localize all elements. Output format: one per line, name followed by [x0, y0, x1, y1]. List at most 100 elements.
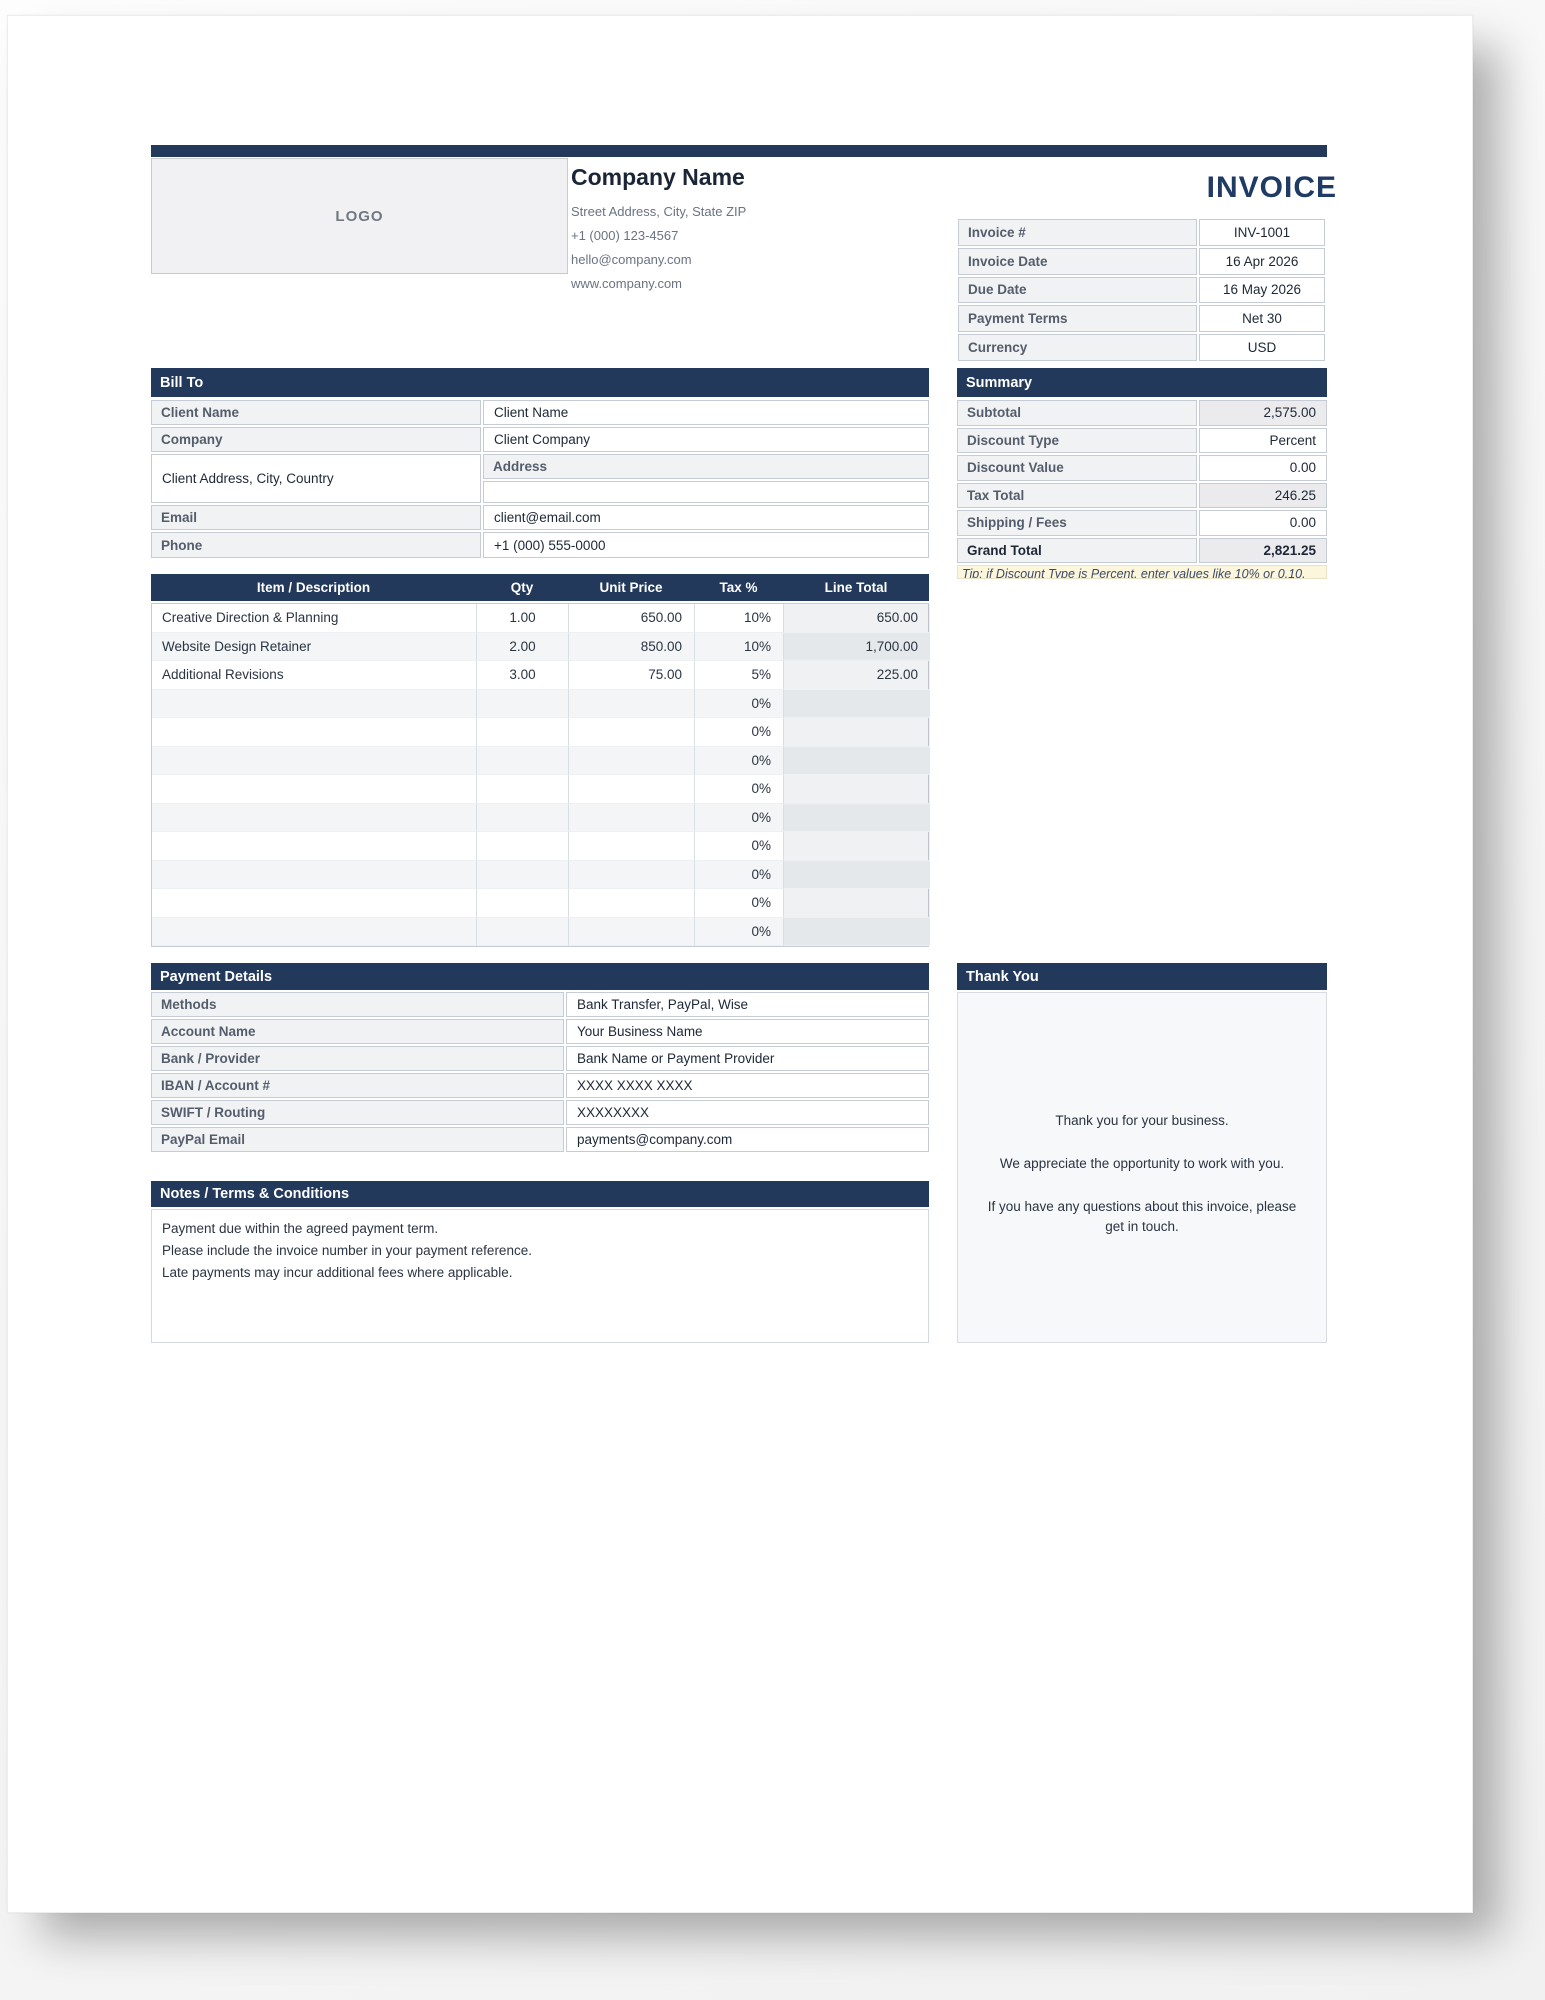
item-qty-cell[interactable] — [477, 746, 569, 775]
item-tax-cell[interactable]: 0% — [695, 860, 784, 889]
item-unit-price-cell[interactable] — [569, 775, 695, 804]
bill-to-client-name-value[interactable]: Client Name — [483, 400, 929, 425]
logo-text: LOGO — [335, 207, 384, 225]
item-description-cell[interactable] — [152, 803, 477, 832]
summary-label: Grand Total — [957, 537, 1197, 563]
item-line-total-cell: 1,700.00 — [784, 632, 930, 661]
payment-value[interactable]: payments@company.com — [566, 1127, 929, 1152]
notes-line: Late payments may incur additional fees … — [162, 1265, 513, 1280]
item-line-total-cell: 225.00 — [784, 661, 930, 690]
meta-value[interactable]: 16 Apr 2026 — [1199, 247, 1325, 275]
item-tax-cell[interactable]: 0% — [695, 689, 784, 718]
bill-to-address-value[interactable]: Client Address, City, Country — [151, 454, 481, 503]
item-description-cell[interactable] — [152, 917, 477, 946]
thank-you-title: Thank You — [966, 968, 1039, 985]
payment-label: Methods — [151, 992, 564, 1017]
meta-label: Invoice # — [958, 219, 1197, 246]
item-tax-cell[interactable]: 0% — [695, 775, 784, 804]
notes-line: Payment due within the agreed payment te… — [162, 1221, 439, 1236]
items-row: 0% — [152, 718, 930, 747]
summary-value[interactable]: Percent — [1199, 427, 1327, 453]
item-unit-price-cell[interactable] — [569, 832, 695, 861]
item-description-cell[interactable] — [152, 689, 477, 718]
item-description-cell[interactable] — [152, 718, 477, 747]
item-line-total-cell — [784, 746, 930, 775]
item-unit-price-cell[interactable] — [569, 860, 695, 889]
item-tax-cell[interactable]: 0% — [695, 718, 784, 747]
meta-value[interactable]: INV-1001 — [1199, 219, 1325, 246]
bill-to-email-value[interactable]: client@email.com — [483, 505, 929, 530]
item-unit-price-cell[interactable] — [569, 889, 695, 918]
item-unit-price-cell[interactable]: 850.00 — [569, 632, 695, 661]
item-unit-price-cell[interactable] — [569, 803, 695, 832]
item-tax-cell[interactable]: 0% — [695, 917, 784, 946]
item-qty-cell[interactable] — [477, 775, 569, 804]
item-description-cell[interactable] — [152, 746, 477, 775]
company-website: www.company.com — [571, 276, 683, 291]
item-qty-cell[interactable] — [477, 832, 569, 861]
payment-value[interactable]: Bank Transfer, PayPal, Wise — [566, 992, 929, 1017]
payment-value[interactable]: XXXXXXXX — [566, 1100, 929, 1125]
summary-value[interactable]: 0.00 — [1199, 455, 1327, 481]
item-qty-cell[interactable] — [477, 803, 569, 832]
payment-value[interactable]: XXXX XXXX XXXX — [566, 1073, 929, 1098]
summary-value[interactable]: 2,821.25 — [1199, 537, 1327, 563]
item-tax-cell[interactable]: 0% — [695, 746, 784, 775]
item-unit-price-cell[interactable]: 75.00 — [569, 661, 695, 690]
item-unit-price-cell[interactable] — [569, 689, 695, 718]
item-description-cell[interactable] — [152, 775, 477, 804]
item-tax-cell[interactable]: 0% — [695, 832, 784, 861]
item-description-cell[interactable] — [152, 889, 477, 918]
item-qty-cell[interactable]: 1.00 — [477, 604, 569, 633]
summary-value[interactable]: 0.00 — [1199, 510, 1327, 536]
item-unit-price-cell[interactable] — [569, 718, 695, 747]
item-unit-price-cell[interactable]: 650.00 — [569, 604, 695, 633]
summary-value[interactable]: 246.25 — [1199, 482, 1327, 508]
item-qty-cell[interactable]: 2.00 — [477, 632, 569, 661]
invoice-title: INVOICE — [1206, 171, 1337, 204]
payment-value[interactable]: Bank Name or Payment Provider — [566, 1046, 929, 1071]
item-qty-cell[interactable] — [477, 689, 569, 718]
items-row: 0% — [152, 746, 930, 775]
payment-value[interactable]: Your Business Name — [566, 1019, 929, 1044]
item-line-total-cell — [784, 689, 930, 718]
item-qty-cell[interactable]: 3.00 — [477, 661, 569, 690]
item-tax-cell[interactable]: 10% — [695, 632, 784, 661]
item-tax-cell[interactable]: 5% — [695, 661, 784, 690]
meta-value[interactable]: USD — [1199, 334, 1325, 361]
payment-label: SWIFT / Routing — [151, 1100, 564, 1125]
item-tax-cell[interactable]: 0% — [695, 889, 784, 918]
item-description-cell[interactable] — [152, 832, 477, 861]
company-address: Street Address, City, State ZIP — [571, 204, 747, 219]
item-tax-cell[interactable]: 0% — [695, 803, 784, 832]
summary-label: Discount Value — [957, 455, 1197, 481]
items-row: Creative Direction & Planning 1.00 650.0… — [152, 604, 930, 633]
items-row: 0% — [152, 917, 930, 946]
items-row: 0% — [152, 689, 930, 718]
summary-value[interactable]: 2,575.00 — [1199, 400, 1327, 426]
payment-details-header: Payment Details — [151, 963, 929, 990]
items-row: 0% — [152, 889, 930, 918]
item-tax-cell[interactable]: 10% — [695, 604, 784, 633]
item-unit-price-cell[interactable] — [569, 917, 695, 946]
bill-to-company-value[interactable]: Client Company — [483, 427, 929, 452]
item-description-cell[interactable]: Creative Direction & Planning — [152, 604, 477, 633]
item-description-cell[interactable]: Website Design Retainer — [152, 632, 477, 661]
thank-you-box: Thank you for your business. We apprecia… — [957, 992, 1327, 1343]
item-qty-cell[interactable] — [477, 917, 569, 946]
meta-value[interactable]: Net 30 — [1199, 305, 1325, 333]
item-description-cell[interactable] — [152, 860, 477, 889]
item-line-total-cell — [784, 718, 930, 747]
bill-to-phone-value[interactable]: +1 (000) 555-0000 — [483, 532, 929, 558]
thank-you-line: If you have any questions about this inv… — [987, 1199, 1297, 1234]
item-unit-price-cell[interactable] — [569, 746, 695, 775]
items-table-header: Item / Description Qty Unit Price Tax % … — [151, 574, 929, 601]
meta-value[interactable]: 16 May 2026 — [1199, 276, 1325, 304]
bill-to-email-label: Email — [151, 505, 481, 530]
item-description-cell[interactable]: Additional Revisions — [152, 661, 477, 690]
items-row: 0% — [152, 775, 930, 804]
item-qty-cell[interactable] — [477, 889, 569, 918]
summary-label: Subtotal — [957, 400, 1197, 426]
item-qty-cell[interactable] — [477, 718, 569, 747]
item-qty-cell[interactable] — [477, 860, 569, 889]
